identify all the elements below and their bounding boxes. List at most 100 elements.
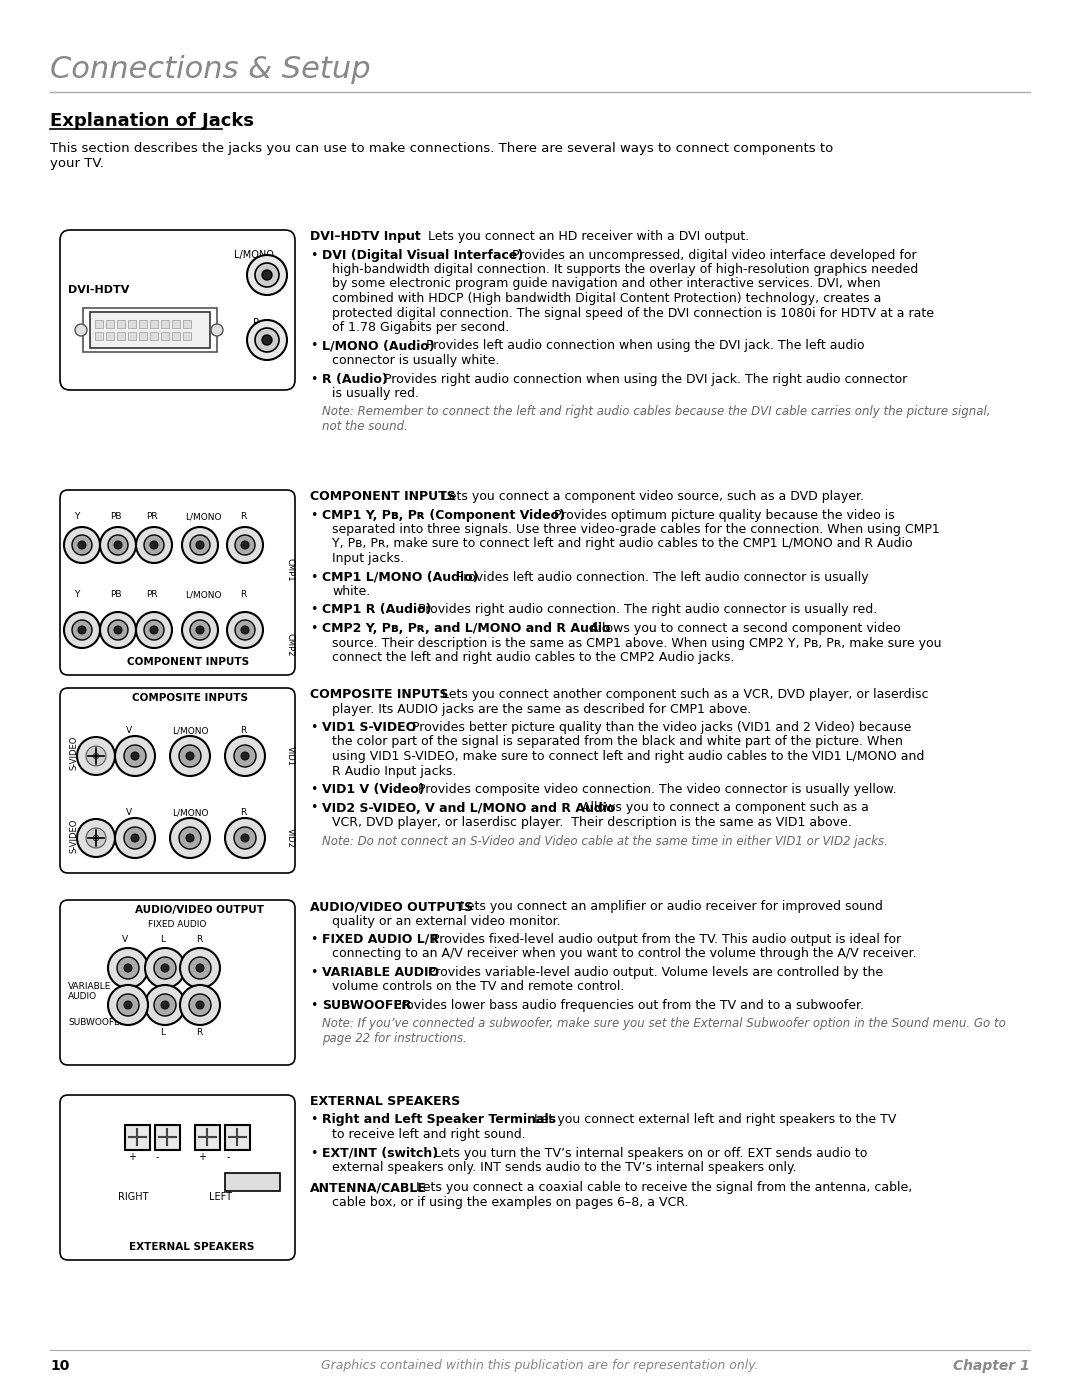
Bar xyxy=(161,320,168,328)
Bar xyxy=(225,1125,249,1150)
Circle shape xyxy=(124,964,132,972)
Text: COMPONENT INPUTS: COMPONENT INPUTS xyxy=(310,490,456,503)
Circle shape xyxy=(234,745,256,767)
Text: VID2: VID2 xyxy=(285,828,295,848)
Circle shape xyxy=(186,752,194,760)
Circle shape xyxy=(131,752,139,760)
Text: •: • xyxy=(310,802,318,814)
Circle shape xyxy=(136,612,172,648)
Bar xyxy=(83,307,217,352)
Circle shape xyxy=(150,626,158,634)
Text: cable box, or if using the examples on pages 6–8, a VCR.: cable box, or if using the examples on p… xyxy=(332,1196,689,1208)
Circle shape xyxy=(108,620,129,640)
Text: Provides better picture quality than the video jacks (VID1 and 2 Video) because: Provides better picture quality than the… xyxy=(400,721,912,733)
Text: VARIABLE AUDIO: VARIABLE AUDIO xyxy=(322,965,440,979)
Circle shape xyxy=(145,949,185,988)
Circle shape xyxy=(144,535,164,555)
Text: L/MONO: L/MONO xyxy=(234,250,274,260)
Text: by some electronic program guide navigation and other interactive services. DVI,: by some electronic program guide navigat… xyxy=(332,278,880,291)
Text: •: • xyxy=(310,570,318,584)
Text: to receive left and right sound.: to receive left and right sound. xyxy=(332,1127,526,1141)
Circle shape xyxy=(124,827,146,849)
Text: •: • xyxy=(310,604,318,616)
Text: high-bandwidth digital connection. It supports the overlay of high-resolution gr: high-bandwidth digital connection. It su… xyxy=(332,263,918,277)
Circle shape xyxy=(170,736,210,775)
Text: +: + xyxy=(198,1153,206,1162)
Text: CMP1 R (Audio): CMP1 R (Audio) xyxy=(322,604,432,616)
Text: Lets you connect a component video source, such as a DVD player.: Lets you connect a component video sourc… xyxy=(430,490,864,503)
Text: Right and Left Speaker Terminals: Right and Left Speaker Terminals xyxy=(322,1113,556,1126)
Circle shape xyxy=(195,541,204,549)
FancyBboxPatch shape xyxy=(60,687,295,873)
Circle shape xyxy=(150,541,158,549)
Text: Provides optimum picture quality because the video is: Provides optimum picture quality because… xyxy=(542,509,894,521)
Text: R: R xyxy=(195,1028,202,1037)
Text: white.: white. xyxy=(332,585,370,598)
Text: protected digital connection. The signal speed of the DVI connection is 1080i fo: protected digital connection. The signal… xyxy=(332,306,934,320)
Circle shape xyxy=(124,1002,132,1009)
Bar xyxy=(161,332,168,339)
Text: Note: If you’ve connected a subwoofer, make sure you set the External Subwoofer : Note: If you’ve connected a subwoofer, m… xyxy=(322,1017,1005,1031)
Text: Provides an uncompressed, digital video interface developed for: Provides an uncompressed, digital video … xyxy=(500,249,917,261)
Circle shape xyxy=(262,335,272,345)
Text: combined with HDCP (High bandwidth Digital Content Protection) technology, creat: combined with HDCP (High bandwidth Digit… xyxy=(332,292,881,305)
Text: ANTENNA/CABLE: ANTENNA/CABLE xyxy=(310,1182,427,1194)
Text: not the sound.: not the sound. xyxy=(322,420,408,433)
Text: using VID1 S-VIDEO, make sure to connect left and right audio cables to the VID1: using VID1 S-VIDEO, make sure to connect… xyxy=(332,750,924,763)
Circle shape xyxy=(190,535,210,555)
Text: Input jacks.: Input jacks. xyxy=(332,552,404,564)
Circle shape xyxy=(186,834,194,842)
Text: Y: Y xyxy=(75,511,79,521)
Circle shape xyxy=(234,827,256,849)
Circle shape xyxy=(247,320,287,360)
Text: RIGHT: RIGHT xyxy=(118,1192,148,1201)
Circle shape xyxy=(180,949,220,988)
Text: •: • xyxy=(310,933,318,946)
Text: PB: PB xyxy=(110,511,121,521)
Text: volume controls on the TV and remote control.: volume controls on the TV and remote con… xyxy=(332,981,624,993)
Text: S-VIDEO: S-VIDEO xyxy=(69,736,79,770)
Text: of 1.78 Gigabits per second.: of 1.78 Gigabits per second. xyxy=(332,321,510,334)
Text: L/MONO: L/MONO xyxy=(172,726,208,735)
Text: PB: PB xyxy=(110,590,121,599)
Bar xyxy=(172,320,180,328)
Text: •: • xyxy=(310,622,318,636)
Bar xyxy=(117,320,125,328)
Text: PR: PR xyxy=(146,511,158,521)
Text: SUBWOOFER: SUBWOOFER xyxy=(68,1018,126,1027)
Text: •: • xyxy=(310,249,318,261)
Text: -: - xyxy=(227,1153,230,1162)
Bar xyxy=(139,332,147,339)
Text: CMP1 L/MONO (Audio): CMP1 L/MONO (Audio) xyxy=(322,570,478,584)
Circle shape xyxy=(179,745,201,767)
Text: COMPOSITE INPUTS: COMPOSITE INPUTS xyxy=(132,693,248,703)
Text: Chapter 1: Chapter 1 xyxy=(954,1359,1030,1373)
Text: R: R xyxy=(195,935,202,944)
Text: Lets you connect a coaxial cable to receive the signal from the antenna, cable,: Lets you connect a coaxial cable to rece… xyxy=(408,1182,913,1194)
Circle shape xyxy=(108,535,129,555)
Circle shape xyxy=(179,827,201,849)
Text: -: - xyxy=(156,1153,160,1162)
Text: is usually red.: is usually red. xyxy=(332,387,419,400)
Circle shape xyxy=(189,995,211,1016)
Circle shape xyxy=(86,828,106,848)
Text: •: • xyxy=(310,721,318,733)
Text: quality or an external video monitor.: quality or an external video monitor. xyxy=(332,915,561,928)
Circle shape xyxy=(195,626,204,634)
Text: •: • xyxy=(310,999,318,1011)
Circle shape xyxy=(241,834,249,842)
Circle shape xyxy=(225,819,265,858)
Bar xyxy=(183,332,191,339)
Text: FIXED AUDIO: FIXED AUDIO xyxy=(148,921,206,929)
Text: CMP1 Y, Pʙ, Pʀ (Component Video): CMP1 Y, Pʙ, Pʀ (Component Video) xyxy=(322,509,565,521)
Text: L: L xyxy=(160,1028,165,1037)
Bar xyxy=(106,320,114,328)
Circle shape xyxy=(114,819,156,858)
Text: •: • xyxy=(310,509,318,521)
Circle shape xyxy=(100,612,136,648)
Text: Provides composite video connection. The video connector is usually yellow.: Provides composite video connection. The… xyxy=(406,782,896,796)
Text: connect the left and right audio cables to the CMP2 Audio jacks.: connect the left and right audio cables … xyxy=(332,651,734,664)
Circle shape xyxy=(154,995,176,1016)
Text: CMP2: CMP2 xyxy=(285,633,295,657)
Bar xyxy=(90,312,210,348)
